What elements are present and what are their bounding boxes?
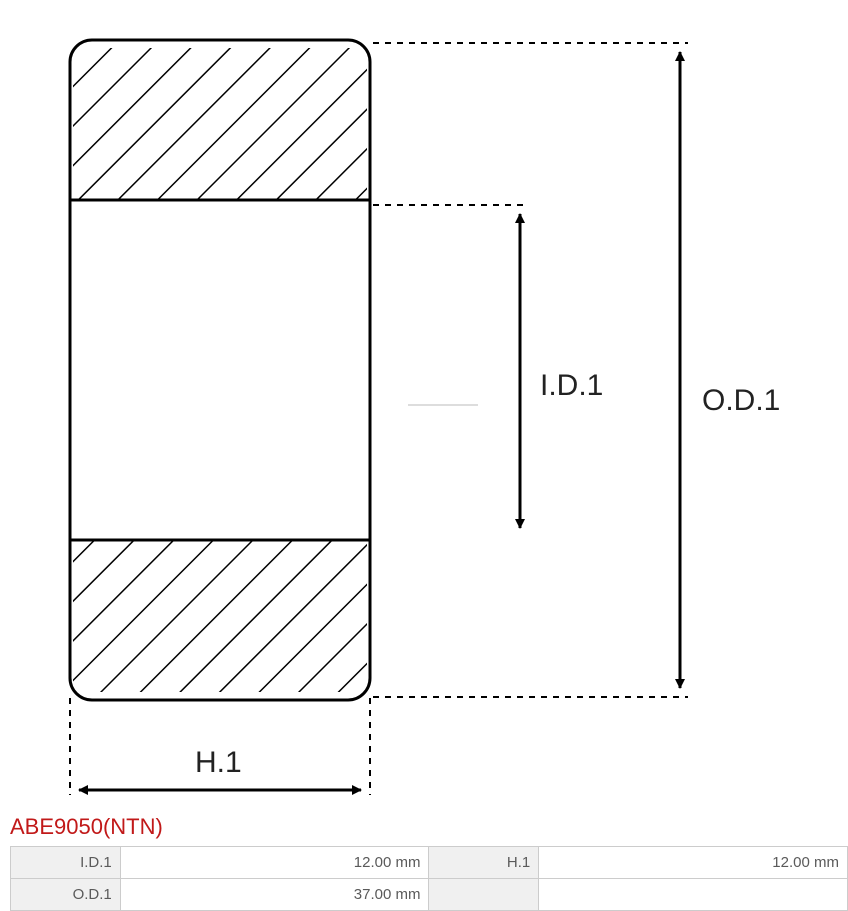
spec-value-empty [539, 879, 848, 911]
spec-value-h1: 12.00 mm [539, 847, 848, 879]
bearing-diagram: I.D.1 O.D.1 H.1 [0, 0, 848, 810]
product-title: ABE9050(NTN) [0, 810, 848, 846]
h1-label: H.1 [195, 746, 242, 779]
page-root: I.D.1 O.D.1 H.1 ABE9050(NTN) I.D.1 12.00… [0, 0, 848, 911]
hatched-bottom [73, 540, 367, 692]
spec-table: I.D.1 12.00 mm H.1 12.00 mm O.D.1 37.00 … [10, 846, 848, 911]
od1-label: O.D.1 [702, 384, 780, 417]
table-row: I.D.1 12.00 mm H.1 12.00 mm [11, 847, 848, 879]
hatched-top [73, 48, 367, 200]
spec-label-od1: O.D.1 [11, 879, 121, 911]
spec-value-od1: 37.00 mm [120, 879, 429, 911]
spec-value-id1: 12.00 mm [120, 847, 429, 879]
spec-label-empty [429, 879, 539, 911]
diagram-svg: I.D.1 O.D.1 H.1 [0, 0, 848, 810]
spec-label-h1: H.1 [429, 847, 539, 879]
spec-label-id1: I.D.1 [11, 847, 121, 879]
id1-label: I.D.1 [540, 369, 603, 402]
table-row: O.D.1 37.00 mm [11, 879, 848, 911]
